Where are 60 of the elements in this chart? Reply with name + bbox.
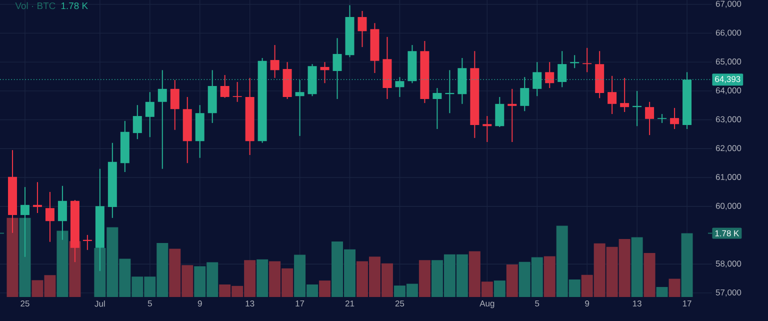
x-tick-label: 25 [20,300,30,307]
candlestick [620,77,630,112]
candlestick [195,104,204,158]
y-tick-label: 57,000 [716,289,742,296]
x-tick-label: 5 [535,300,540,306]
candlestick [232,81,242,102]
x-tick-label: 9 [585,300,590,307]
candlestick [582,47,592,73]
candlestick [270,44,280,78]
candlestick [595,50,604,99]
ref-line-label: 64,393 [715,76,740,84]
y-tick-label: 64,000 [716,87,742,94]
x-tick-label: Jul [94,300,105,307]
x-tick-label: 9 [198,300,202,307]
x-tick-label: 5 [148,300,152,306]
candlestick [608,75,617,115]
y-tick-label: 61,000 [716,174,742,181]
y-tick-label: 60,000 [716,202,742,210]
annotation: 1.78 K [61,2,88,10]
candlestick [170,79,180,130]
candlestick [320,62,330,84]
candlestick [645,101,654,136]
candlestick [370,22,380,74]
candlestick [120,120,130,173]
candlestick [32,182,42,214]
x-tick-label: 13 [246,300,254,307]
candlestick [282,62,292,100]
x-tick-label: 17 [682,300,692,306]
y-tick-label: 62,000 [716,145,742,152]
x-tick-label: 21 [345,300,354,306]
candlestick [145,92,154,138]
candlestick [508,88,517,143]
candlestick [245,77,254,156]
candlestick [470,50,480,138]
candlestick [545,62,554,89]
candlestick [108,142,117,218]
x-tick-label: 17 [296,300,304,306]
x-tick-label: 13 [632,300,642,307]
candlestick [432,88,442,130]
y-tick-label: 63,000 [716,116,742,124]
candlestick [220,74,230,98]
candlestick [495,96,504,128]
text: Vol · BTC [15,2,56,10]
y-tick-label: 67,000 [716,0,742,8]
candlestick [358,10,367,48]
y-tick-label: 65,000 [716,58,742,66]
candlestick [345,4,354,58]
candlestick [182,96,192,164]
candlestick [420,40,430,104]
candlestick [670,107,680,130]
y-tick-label: 66,000 [716,30,742,37]
candlestick [295,79,304,136]
x-tick-label: Aug [480,300,494,308]
candlestick [45,191,54,242]
candlestick [132,104,142,140]
x-tick-label: 25 [395,300,404,307]
candlestick [482,116,492,143]
y-tick-label: 58,000 [716,260,742,268]
candlestick [382,36,392,100]
y2-tick-label: 1.78 K [715,230,740,236]
